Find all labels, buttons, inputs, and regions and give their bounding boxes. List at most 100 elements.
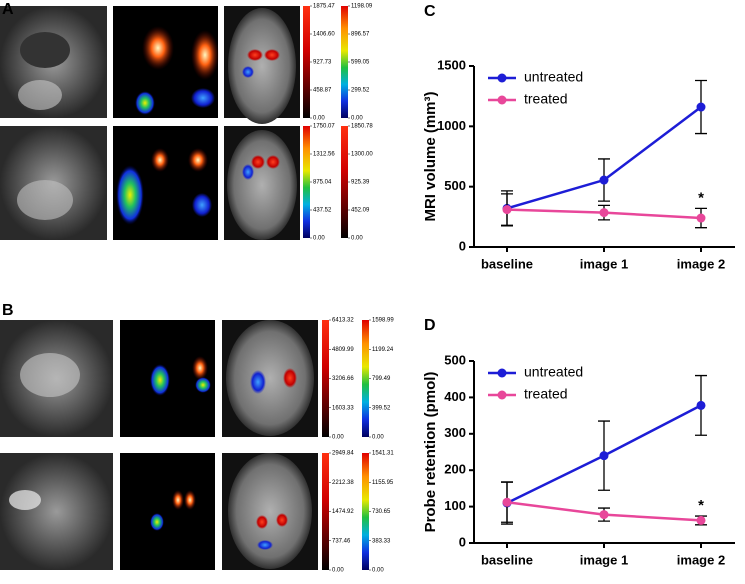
colorbar-label: 927.73 (313, 60, 332, 66)
heat-blob (191, 88, 215, 108)
mri-detail (17, 180, 73, 220)
colorbar-label: 399.52 (372, 405, 391, 411)
colorbar (322, 320, 329, 437)
annotation: * (698, 189, 704, 206)
legend-marker (497, 368, 507, 378)
colorbar-label: 1474.92 (332, 509, 354, 515)
heat-blob (184, 490, 196, 510)
colorbar-label: 1198.09 (351, 4, 373, 10)
mri-image (0, 453, 113, 570)
legend-marker (497, 73, 507, 83)
heat-blob (151, 148, 169, 172)
panel-label: B (2, 302, 14, 319)
colorbar-label: 0.00 (372, 435, 384, 441)
x-tick-label: image 1 (580, 552, 628, 567)
legend-label: untreated (524, 364, 583, 380)
colorbar-label: 1199.24 (372, 347, 394, 353)
colorbar (303, 6, 310, 118)
data-point (502, 497, 512, 507)
colorbar-label: 6413.32 (332, 318, 354, 324)
colorbar-label: 1850.78 (351, 124, 373, 130)
colorbar (362, 453, 369, 570)
x-tick-label: image 2 (677, 256, 725, 271)
legend-label: treated (524, 91, 568, 107)
legend-marker (497, 95, 507, 105)
x-tick-label: baseline (481, 256, 533, 271)
heat-blob (192, 356, 208, 380)
mri-detail (18, 80, 62, 110)
colorbar-label: 383.33 (372, 538, 391, 544)
colorbar (341, 126, 348, 238)
colorbar-label: 3206.66 (332, 376, 354, 382)
mri-detail (20, 32, 70, 68)
colorbar (362, 320, 369, 437)
y-axis-title: Probe retention (pmol) (422, 372, 439, 533)
y-tick-label: 0 (459, 534, 466, 549)
overlay-blob (283, 368, 297, 388)
overlay-blob (247, 49, 263, 61)
heat-blob (188, 148, 208, 172)
data-point (599, 451, 609, 461)
y-tick-label: 500 (444, 352, 466, 367)
colorbar-label: 299.52 (351, 88, 370, 94)
colorbar (322, 453, 329, 570)
y-tick-label: 1000 (437, 118, 466, 133)
colorbar-label: 0.00 (313, 116, 325, 122)
colorbar-label: 737.46 (332, 538, 351, 544)
colorbar-label: 0.00 (372, 568, 384, 574)
mri-detail (20, 353, 80, 397)
data-point (502, 205, 512, 215)
data-point (599, 208, 609, 218)
data-point (696, 400, 706, 410)
overlay-body (226, 320, 314, 436)
data-point (599, 175, 609, 185)
overlay-blob (251, 155, 265, 169)
heat-blob (116, 165, 144, 225)
y-tick-label: 200 (444, 462, 466, 477)
heat-blob (142, 26, 174, 70)
colorbar-label: 2949.84 (332, 451, 354, 457)
legend-label: untreated (524, 69, 583, 85)
colorbar-label: 1406.60 (313, 32, 335, 38)
data-point (599, 510, 609, 520)
overlay-blob (250, 370, 266, 394)
heat-blob (150, 513, 164, 531)
heat-blob (172, 490, 184, 510)
y-tick-label: 100 (444, 498, 466, 513)
colorbar-label: 925.39 (351, 180, 370, 186)
overlay-blob (266, 155, 280, 169)
colorbar-label: 1603.33 (332, 405, 354, 411)
heat-blob (192, 193, 212, 217)
legend-marker (497, 390, 507, 400)
legend-label: treated (524, 386, 568, 402)
heat-blob (135, 91, 155, 115)
annotation: * (698, 497, 704, 514)
y-axis-title: MRI volume (mm³) (422, 91, 439, 221)
x-tick-label: image 2 (677, 552, 725, 567)
colorbar-label: 599.05 (351, 60, 370, 66)
panel-label: C (424, 3, 436, 20)
image-panels (0, 6, 318, 570)
colorbar-label: 1300.00 (351, 152, 373, 158)
colorbar-label: 1875.47 (313, 4, 335, 10)
overlay-body (228, 8, 296, 124)
heat-image (120, 453, 215, 570)
colorbar-label: 437.52 (313, 208, 332, 214)
colorbar-label: 1750.07 (313, 124, 335, 130)
colorbar-label: 0.00 (313, 236, 325, 242)
x-tick-label: baseline (481, 552, 533, 567)
colorbar-label: 896.57 (351, 32, 370, 38)
colorbar-label: 875.04 (313, 180, 332, 186)
overlay-blob (256, 515, 268, 529)
heat-blob (150, 364, 170, 396)
colorbar-label: 1598.99 (372, 318, 394, 324)
heat-blob (191, 30, 219, 80)
colorbar-label: 0.00 (351, 116, 363, 122)
colorbar-label: 730.65 (372, 509, 391, 515)
colorbar-label: 2212.38 (332, 480, 354, 486)
mri-detail (9, 490, 41, 510)
overlay-blob (276, 513, 288, 527)
overlay-blob (242, 66, 254, 78)
colorbar-label: 458.87 (313, 88, 332, 94)
